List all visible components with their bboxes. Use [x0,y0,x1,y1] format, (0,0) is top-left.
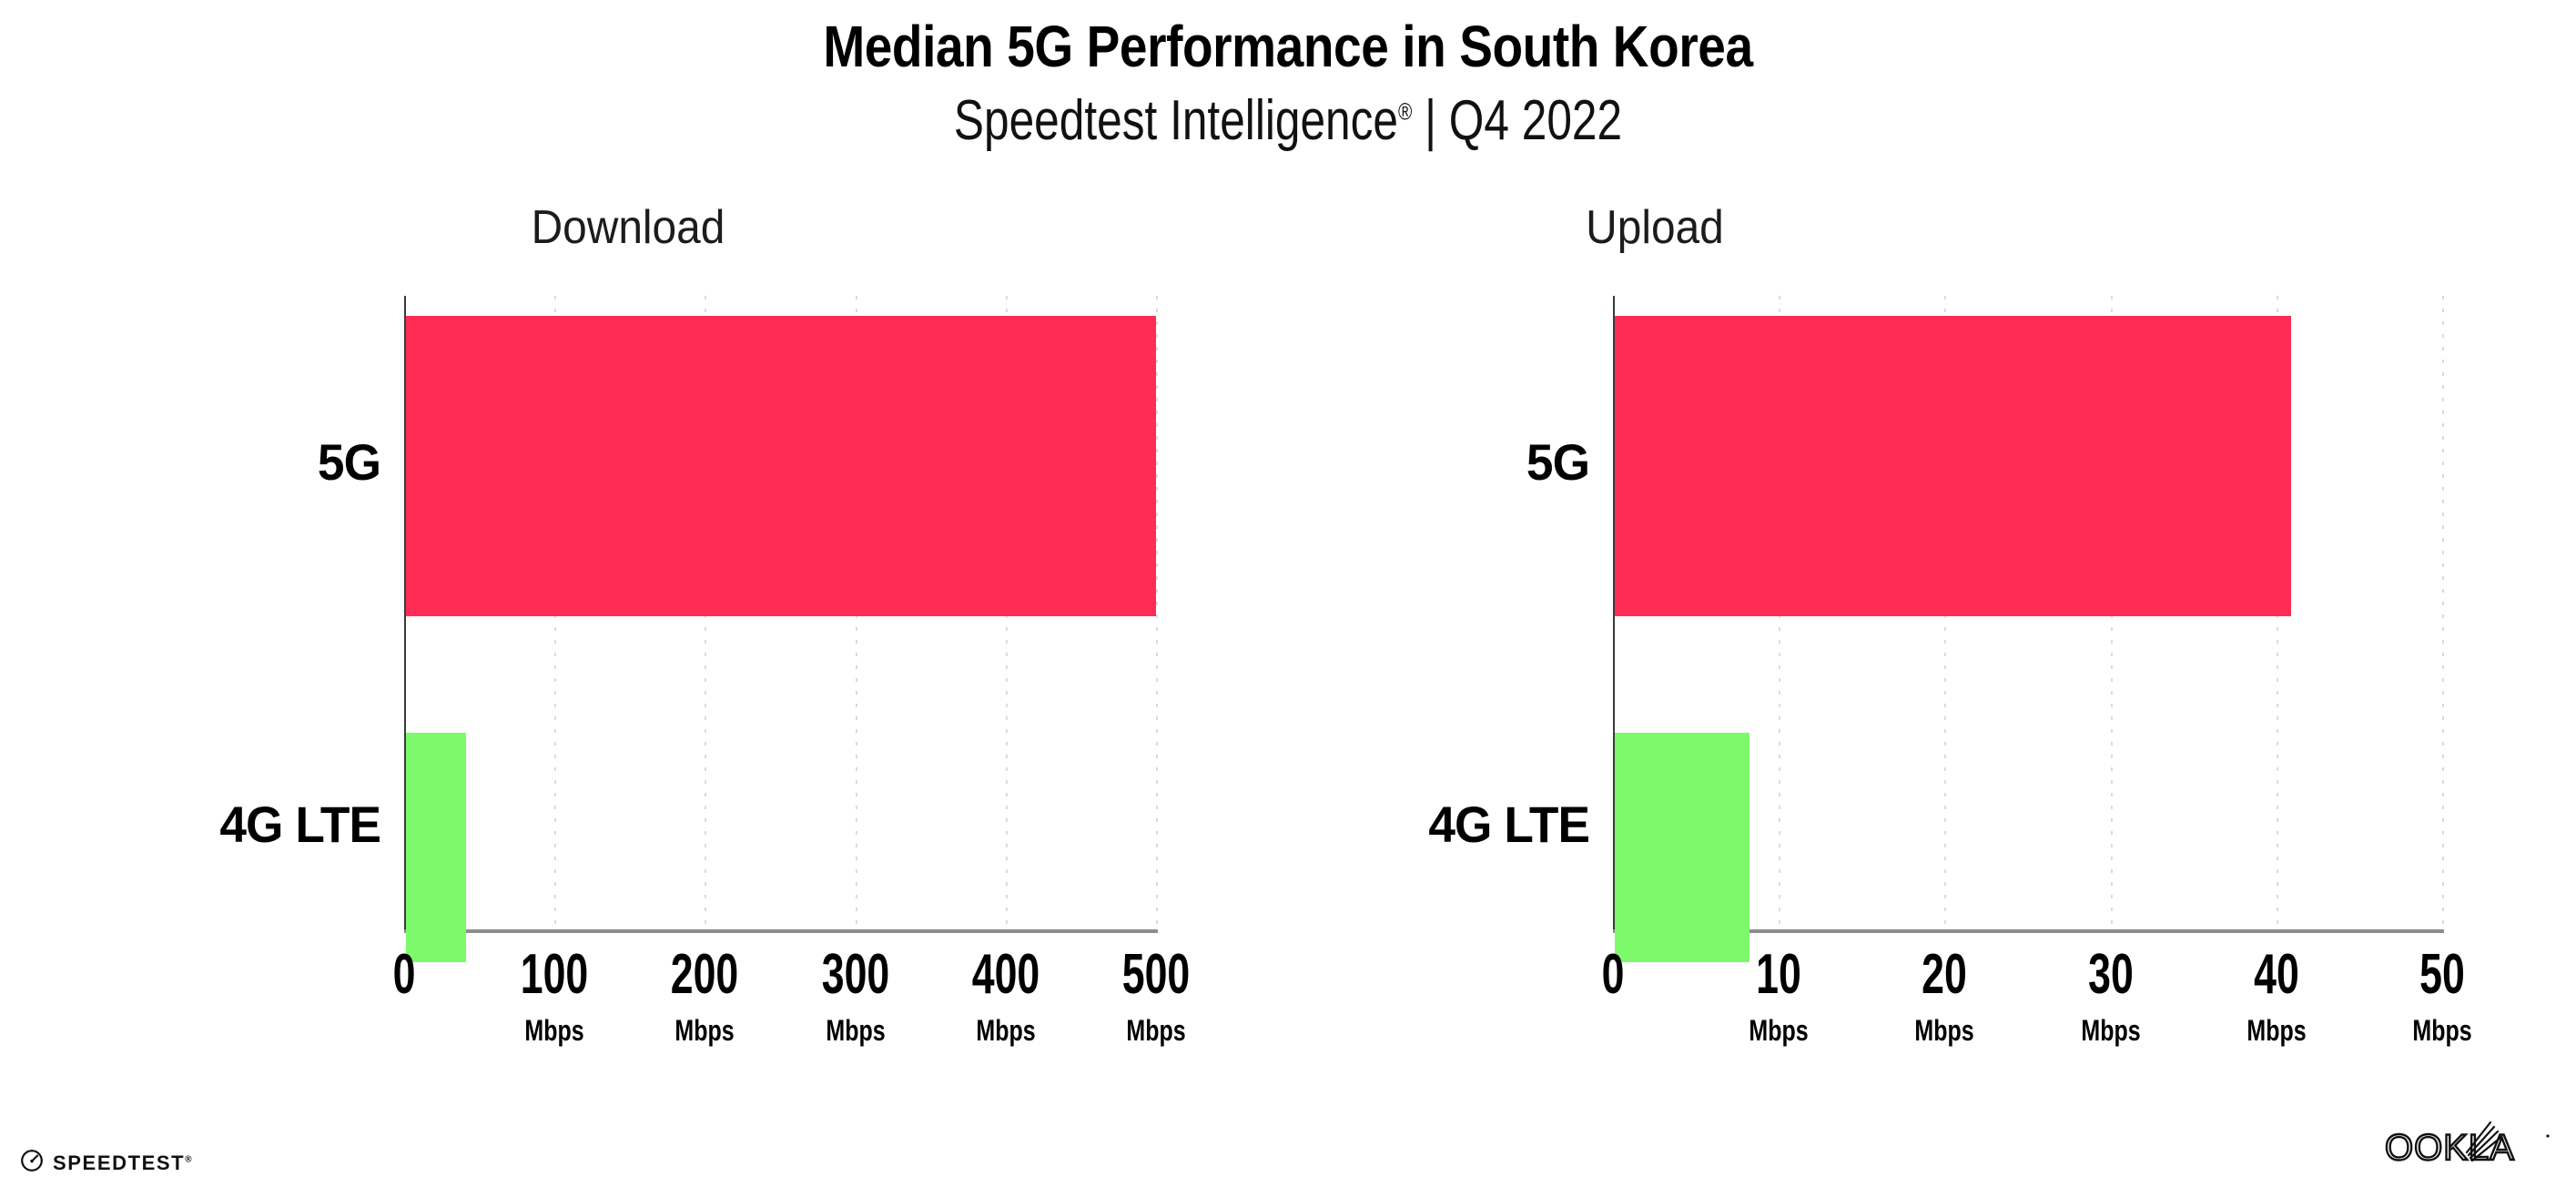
x-tick-value: 0 [1601,943,1625,1006]
subtitle-period: | Q4 2022 [1412,89,1623,153]
x-tick-50: 50 Mbps [2351,943,2533,1047]
x-tick-unit: Mbps [674,1014,735,1047]
bar-4g-lte [406,733,467,962]
page-title: Median 5G Performance in South Korea [823,14,1753,79]
x-axis-ticks-upload: 0 10 Mbps 20 Mbps 30 Mbps 40 Mbps 50 Mbps [1602,943,2472,1056]
category-label-5g: 5G [1526,433,1590,491]
x-tick-value: 100 [520,943,589,1006]
x-tick-unit: Mbps [524,1014,584,1047]
x-tick-unit: Mbps [2246,1014,2307,1047]
x-tick-10: 10 Mbps [1688,943,1870,1047]
x-tick-value: 200 [671,943,739,1006]
bar-5g [1615,316,2292,616]
chart-header: Median 5G Performance in South Korea Spe… [0,0,2576,152]
x-tick-unit: Mbps [976,1014,1036,1047]
x-tick-400: 400 Mbps [915,943,1097,1047]
plot-area-download: 5G 4G LTE [219,296,1158,962]
x-tick-value: 10 [1756,943,1802,1006]
svg-text:OOKLA: OOKLA [2385,1128,2515,1168]
x-tick-unit: Mbps [1126,1014,1186,1047]
x-axis-ticks-download: 0 100 Mbps 200 Mbps 300 Mbps 400 Mbps 500 Mbps [393,943,1191,1056]
x-axis-line [1613,929,2444,933]
ookla-logo: OOKLA [2383,1118,2552,1179]
x-tick-100: 100 Mbps [463,943,645,1047]
bar-4g-lte [1615,733,1749,962]
speedtest-wordmark: SPEEDTEST® [53,1151,193,1175]
x-tick-unit: Mbps [2081,1014,2141,1047]
speedtest-registered-icon: ® [185,1154,194,1165]
registered-trademark-icon: ® [1398,97,1413,126]
category-label-4g-lte: 4G LTE [1428,796,1590,853]
gauge-icon [20,1149,44,1177]
x-tick-0: 0 [1522,947,1704,1003]
x-tick-unit: Mbps [1749,1014,1809,1047]
x-tick-unit: Mbps [1914,1014,1974,1047]
x-tick-500: 500 Mbps [1065,943,1247,1047]
x-tick-value: 30 [2087,943,2134,1006]
plot-area-upload: 5G 4G LTE [1428,296,2444,962]
x-tick-unit: Mbps [826,1014,886,1047]
x-tick-30: 30 Mbps [2020,943,2202,1047]
x-tick-200: 200 Mbps [614,943,796,1047]
x-tick-value: 0 [392,943,416,1006]
subtitle-source: Speedtest Intelligence [953,89,1398,153]
x-tick-value: 500 [1121,943,1191,1006]
gridline [2442,296,2444,929]
x-tick-value: 20 [1922,943,1968,1006]
category-label-4g-lte: 4G LTE [219,796,381,853]
category-label-5g: 5G [317,433,381,491]
x-tick-unit: Mbps [2412,1014,2472,1047]
x-tick-40: 40 Mbps [2186,943,2368,1047]
x-tick-0: 0 [313,947,495,1003]
speedtest-logo: SPEEDTEST® [20,1149,193,1177]
x-tick-value: 400 [971,943,1040,1006]
bar-5g [406,316,1157,616]
panel-title-download: Download [531,201,725,254]
panel-title-upload: Upload [1586,201,1724,254]
y-axis-line [404,296,406,933]
x-tick-value: 300 [821,943,889,1006]
ookla-rays-icon: OOKLA [2384,1121,2550,1169]
x-tick-300: 300 Mbps [765,943,947,1047]
x-tick-20: 20 Mbps [1853,943,2035,1047]
y-axis-line [1613,296,1615,933]
x-tick-value: 50 [2419,943,2465,1006]
x-tick-value: 40 [2253,943,2299,1006]
x-axis-line [404,929,1158,933]
gridline [1156,296,1158,929]
speedtest-wordmark-text: SPEEDTEST [53,1151,186,1174]
chart-subtitle: Speedtest Intelligence® | Q4 2022 [258,90,2318,152]
